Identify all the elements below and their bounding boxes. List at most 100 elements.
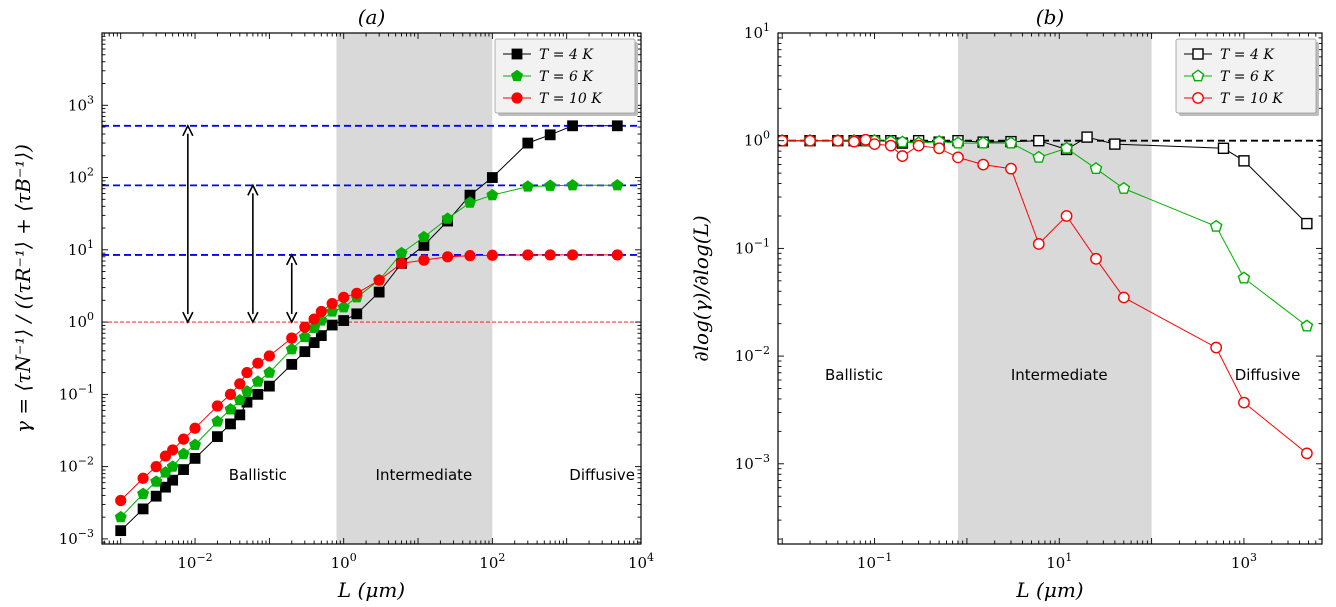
data-point [137, 487, 150, 499]
legend-label: T = 4 K [1220, 47, 1275, 63]
region-label-diffusive: Diffusive [1235, 366, 1301, 384]
data-point [286, 358, 298, 370]
legend-entry-1: T = 6 K [503, 69, 594, 85]
data-point [234, 409, 246, 421]
data-point [351, 287, 363, 299]
y-tick-label: 101 [744, 21, 770, 42]
data-point [189, 452, 201, 464]
data-point [233, 393, 246, 406]
data-point [263, 380, 275, 392]
double-arrow-0 [182, 124, 194, 324]
data-point [115, 525, 127, 537]
data-point [167, 474, 179, 486]
data-point [896, 150, 909, 162]
data-point [1238, 155, 1250, 167]
y-tick-label: 102 [68, 166, 94, 187]
data-point [1237, 271, 1251, 284]
axes-frame [101, 32, 642, 545]
data-point [167, 444, 179, 456]
data-point [1033, 134, 1045, 147]
y-tick-label: 100 [744, 129, 770, 150]
data-point [241, 385, 253, 397]
data-point [976, 136, 990, 149]
region-label-diffusive: Diffusive [569, 466, 635, 484]
data-point [373, 286, 385, 298]
data-point [868, 138, 881, 150]
region-label-intermediate: Intermediate [1011, 366, 1108, 384]
x-tick-label: 100 [331, 551, 357, 572]
ticks [777, 32, 1323, 544]
data-point [159, 450, 172, 462]
legend: T = 4 K T = 6 K T = 10 K [1175, 38, 1319, 116]
legend-marker [1191, 69, 1205, 82]
data-point [315, 330, 327, 342]
legend-marker [1192, 92, 1204, 104]
legend-marker [1192, 48, 1204, 60]
data-point [114, 510, 127, 523]
series-2 [778, 133, 1313, 460]
data-point [1300, 447, 1313, 460]
legend-marker [511, 69, 523, 82]
legend-entry-0: T = 4 K [503, 47, 594, 63]
data-point [177, 447, 190, 459]
legend-marker [511, 92, 523, 104]
data-point [611, 120, 623, 132]
x-tick-label: 103 [1231, 551, 1257, 572]
data-point [338, 315, 350, 326]
data-point [326, 298, 338, 310]
data-point [224, 403, 237, 415]
y-tick-label: 10−1 [59, 382, 94, 403]
data-point [1301, 217, 1313, 230]
y-tick-label: 10−2 [59, 455, 94, 476]
data-point [373, 274, 385, 286]
data-point [212, 431, 223, 443]
y-tick-label: 10−3 [735, 452, 770, 473]
data-point [544, 129, 556, 141]
legend-entry-0: T = 4 K [1184, 47, 1275, 63]
data-point [150, 461, 162, 473]
x-tick-label: 102 [479, 551, 505, 572]
series-2 [115, 249, 623, 507]
data-point [263, 350, 275, 362]
data-point [522, 249, 534, 261]
data-point [1217, 142, 1230, 154]
data-point [189, 438, 202, 450]
data-point [263, 366, 276, 378]
legend-entry-2: T = 10 K [1184, 91, 1284, 107]
y-tick-label: 103 [68, 93, 94, 114]
data-point [566, 249, 579, 261]
plot-area [102, 33, 641, 544]
series-0 [115, 120, 623, 537]
data-point [1060, 210, 1073, 222]
legend-box [494, 38, 636, 114]
data-point [1117, 181, 1131, 194]
data-point [567, 120, 578, 132]
data-point [1209, 219, 1223, 232]
data-point [177, 433, 190, 445]
data-point [1090, 252, 1102, 265]
data-point [912, 139, 925, 152]
data-point [1032, 238, 1045, 250]
y-tick-label: 10−2 [735, 344, 770, 365]
data-point [166, 460, 179, 472]
data-point [848, 135, 860, 148]
intermediate-shade [336, 33, 493, 544]
data-point [1109, 138, 1121, 150]
data-point [1117, 291, 1130, 304]
data-point [315, 305, 327, 318]
region-label-ballistic: Ballistic [825, 366, 883, 384]
x-tick-label: 10−2 [177, 551, 212, 572]
data-point [189, 422, 201, 434]
data-point [395, 257, 408, 269]
data-point [1238, 396, 1250, 409]
data-point [441, 251, 454, 263]
plot-area [778, 33, 1322, 544]
data-point [417, 230, 430, 243]
data-point [544, 249, 556, 261]
data-point [486, 172, 498, 183]
legend-entry-2: T = 10 K [503, 91, 603, 107]
data-point [566, 179, 579, 191]
data-point [896, 135, 909, 148]
panel-a: 10−2 100 102 104 10−3 10−2 10−1 100 101 102 103 (a)… [11, 5, 654, 602]
panel-title: (a) [358, 5, 386, 29]
